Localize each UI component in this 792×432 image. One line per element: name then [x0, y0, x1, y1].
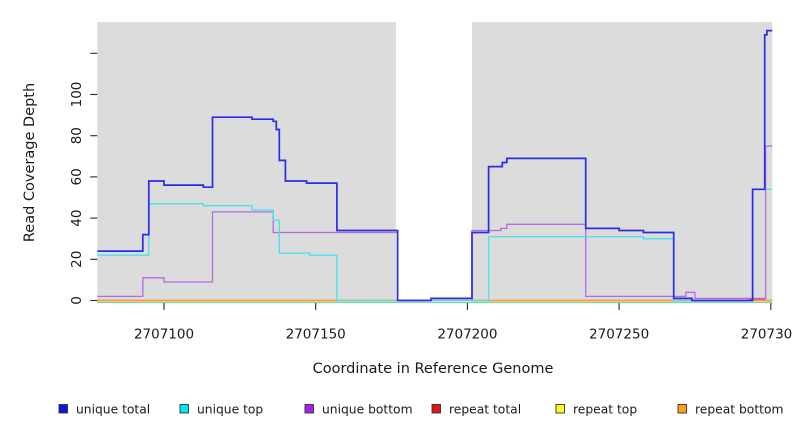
series-lines — [97, 29, 773, 302]
panel-background-band — [97, 22, 397, 303]
legend-label: unique top — [197, 403, 263, 417]
legend-swatch-repeat-bottom — [677, 404, 687, 414]
legend-swatch-unique-top — [179, 404, 189, 414]
x-tick-label: 2707250 — [589, 327, 649, 343]
legend-item: repeat top — [555, 403, 637, 417]
series-line-unique-bottom — [97, 145, 773, 302]
legend-swatch-repeat-total — [431, 404, 441, 414]
y-tick-label: 60 — [69, 168, 85, 185]
series-line-unique-total — [97, 29, 773, 302]
legend-item: repeat total — [431, 403, 521, 417]
y-tick-label: 40 — [69, 210, 85, 227]
x-tick-label: 2707200 — [437, 327, 497, 343]
legend-label: repeat bottom — [695, 403, 783, 417]
legend-item: unique bottom — [304, 403, 413, 417]
legend-swatch-unique-bottom — [304, 404, 314, 414]
legend-swatch-unique-total — [58, 404, 68, 414]
x-tick-label: 2707300 — [741, 327, 792, 343]
panel-background-band — [472, 22, 773, 303]
y-tick-label: 20 — [69, 251, 85, 268]
x-tick-label: 2707100 — [134, 327, 194, 343]
y-tick-label: 80 — [69, 127, 85, 144]
x-tick-label: 2707150 — [286, 327, 346, 343]
legend-label: repeat total — [449, 403, 521, 417]
legend-label: unique bottom — [322, 403, 413, 417]
x-axis-title: Coordinate in Reference Genome — [313, 361, 554, 377]
y-axis-title: Read Coverage Depth — [22, 83, 38, 242]
legend-item: repeat bottom — [677, 403, 783, 417]
legend-item: unique top — [179, 403, 263, 417]
legend-swatch-repeat-top — [555, 404, 565, 414]
legend-label: repeat top — [573, 403, 637, 417]
legend-item: unique total — [58, 403, 150, 417]
plot-panel — [97, 22, 773, 304]
legend: unique total unique top unique bottom repea… — [58, 403, 783, 417]
legend-label: unique total — [76, 403, 150, 417]
x-axis: Coordinate in Reference Genome 2707100 27… — [134, 303, 792, 377]
y-axis: Read Coverage Depth 0 20 40 60 80 100 — [22, 52, 98, 305]
y-tick-label: 100 — [69, 82, 85, 108]
y-tick-label: 0 — [69, 296, 85, 305]
